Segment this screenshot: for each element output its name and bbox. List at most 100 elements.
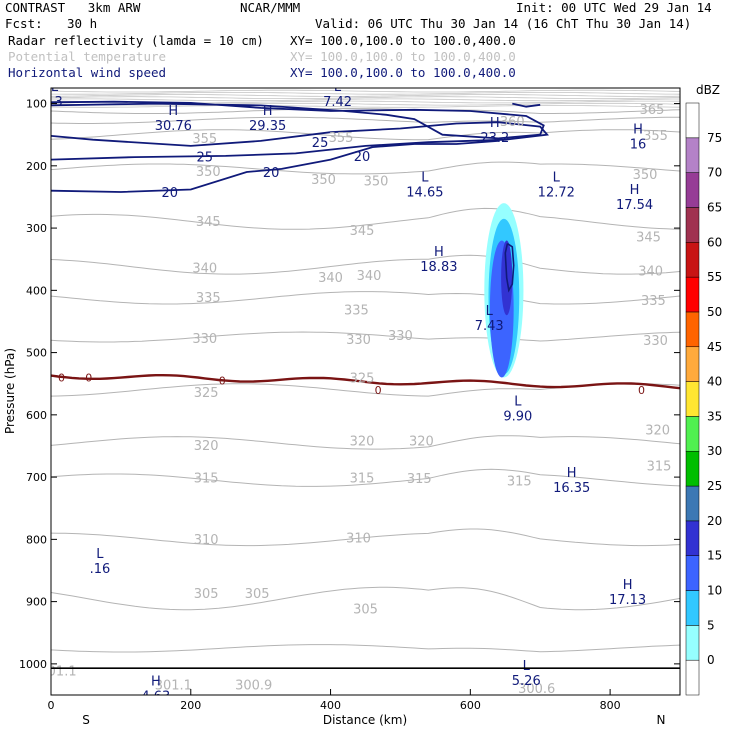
theta-contour: [51, 254, 680, 275]
colorbar: 0 5 10 15 20 25 30 35 40 45 50 55 60 65 70 75 dBZ: [685, 83, 722, 696]
colorbar-segment: [685, 381, 700, 417]
x-tick-label: 0: [48, 699, 55, 712]
y-tick-label: 200: [26, 160, 47, 173]
colorbar-segment: [685, 659, 700, 696]
wind-label: 20: [354, 150, 371, 165]
theta-contour: [51, 96, 680, 99]
x-tick-label: 200: [180, 699, 201, 712]
extremum-value: 23.2: [480, 131, 509, 146]
extremum-value: 17.13: [609, 593, 646, 608]
theta-contour: [51, 98, 680, 102]
field-wind-xy: XY= 100.0,100.0 to 100.0,400.0: [290, 65, 516, 80]
colorbar-segment: [685, 520, 700, 556]
colorbar-segment: [685, 555, 700, 591]
theta-contour: [51, 435, 680, 450]
theta-contours: [51, 89, 680, 653]
extremum-letter: H: [434, 245, 444, 260]
theta-label: 330: [346, 333, 371, 348]
freezing-level-line: [51, 374, 680, 390]
theta-contour: [51, 468, 680, 487]
contour-labels: 365 360 355 355 355 350 350 350 350 345 345 345 340 3…: [46, 80, 671, 695]
y-tick-label: 900: [26, 596, 47, 609]
theta-contour: [51, 644, 680, 653]
colorbar-unit: dBZ: [696, 83, 720, 97]
theta-label: 355: [329, 131, 354, 146]
extremum-letter: H: [263, 104, 273, 119]
colorbar-level: 30: [707, 444, 722, 458]
y-tick-label: 300: [26, 222, 47, 235]
wind-label: 25: [312, 136, 329, 151]
extremum-value: 16.35: [553, 481, 590, 496]
colorbar-segment: [685, 625, 700, 661]
extremum-value: 30.76: [155, 119, 192, 134]
theta-label: 315: [507, 474, 532, 489]
theta-contour: [51, 291, 680, 305]
wind-speed-contours: [51, 100, 680, 390]
extremum-letter: L: [523, 659, 531, 674]
colorbar-segment: [685, 207, 700, 243]
field-reflectivity-xy: XY= 100.0,100.0 to 100.0,400.0: [290, 33, 516, 48]
colorbar-level: 0: [707, 653, 715, 667]
theta-label: 335: [196, 291, 221, 306]
extremum-letter: H: [633, 122, 643, 137]
theta-label: 330: [643, 334, 668, 349]
theta-label: 355: [192, 132, 217, 147]
reflectivity-shading: [484, 203, 524, 378]
theta-label: 315: [407, 472, 432, 487]
wind-label: 20: [263, 166, 280, 181]
theta-label: 300.9: [235, 679, 272, 694]
colorbar-level: 40: [707, 375, 722, 389]
freezing-label: 0: [58, 371, 65, 384]
x-axis-label: Distance (km): [323, 713, 407, 727]
extremum-letter: H: [630, 183, 640, 198]
theta-label: 320: [194, 439, 219, 454]
y-tick-label: 700: [26, 471, 47, 484]
extremum-letter: H: [567, 466, 577, 481]
theta-label: 320: [645, 423, 670, 438]
x-tick-label: 800: [600, 699, 621, 712]
theta-label: 330: [192, 332, 217, 347]
extremum-value: 12.72: [538, 185, 575, 200]
field-wind: Horizontal wind speed: [8, 65, 167, 80]
y-tick-label: 400: [26, 284, 47, 297]
colorbar-level: 45: [707, 340, 722, 354]
colorbar-level: 5: [707, 618, 715, 632]
theta-contour: [51, 528, 680, 547]
theta-contour: [51, 161, 680, 175]
colorbar-segment: [685, 346, 700, 382]
theta-contour: [51, 129, 680, 141]
colorbar-segment: [685, 276, 700, 313]
extremum-value: 7.42: [323, 95, 352, 110]
theta-label: 320: [350, 435, 375, 450]
theta-label: 305: [194, 587, 219, 602]
model-title: CONTRAST 3km ARW: [5, 0, 141, 15]
theta-label: 365: [640, 103, 665, 118]
theta-label: 350: [364, 174, 389, 189]
extremum-letter: L: [96, 547, 104, 562]
theta-contour: [51, 331, 680, 343]
theta-contour: [51, 105, 680, 108]
colorbar-segment: [685, 137, 700, 173]
theta-label: 345: [636, 230, 661, 245]
forecast-value: 30 h: [67, 16, 98, 31]
wind-contour-upper: [512, 102, 541, 108]
y-tick-label: 800: [26, 533, 47, 546]
field-theta: Potential temperature: [8, 49, 167, 64]
colorbar-level: 15: [707, 549, 722, 563]
theta-contour: [51, 92, 680, 95]
theta-label: 330: [388, 329, 413, 344]
extremum-letter: L: [421, 170, 429, 185]
wind-contour-25: [51, 121, 549, 161]
extremum-letter: L: [51, 80, 59, 95]
x-tick-label: 600: [460, 699, 481, 712]
theta-contour: [51, 89, 680, 93]
extremum-value: 18.83: [420, 260, 457, 275]
freezing-label: 0: [219, 375, 226, 388]
field-reflectivity: Radar reflectivity (lamda = 10 cm): [8, 33, 264, 48]
extremum-value: 13: [46, 95, 63, 110]
theta-label: 325: [350, 372, 375, 387]
theta-label: 345: [350, 224, 375, 239]
theta-label: 350: [311, 173, 336, 188]
wind-contour-small: [504, 242, 515, 293]
